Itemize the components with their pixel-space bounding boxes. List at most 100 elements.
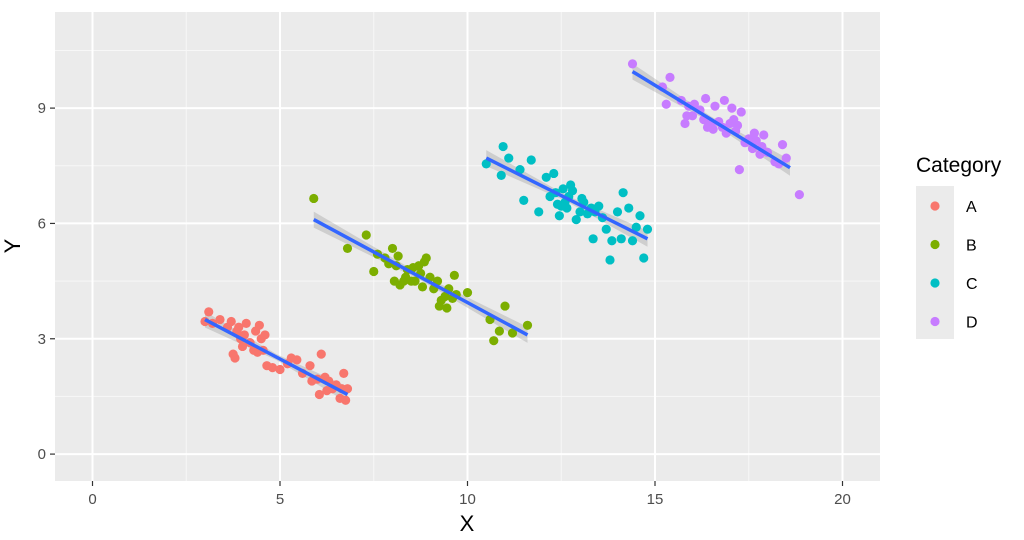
data-point-c [635,211,645,221]
data-point-c [567,186,578,196]
data-point-a [204,307,214,317]
y-tick-label: 3 [38,331,46,348]
legend-key-background [916,186,954,339]
data-point-d [751,136,761,146]
data-point-b [309,193,319,204]
data-point-d [781,153,791,163]
data-point-c [562,203,572,213]
data-point-c [618,188,628,198]
y-axis: 0 3 6 9 [38,100,55,463]
y-tick-label: 9 [38,100,46,117]
data-point-a [234,322,244,332]
data-point-d [687,111,698,121]
legend-items: A B C D [930,199,978,332]
data-point-a [275,364,285,375]
data-point-d [794,190,804,200]
data-point-c [605,255,615,265]
trend-lines [204,70,791,397]
data-point-c [616,234,626,244]
x-tick-label: 5 [276,491,284,508]
data-point-c [498,141,508,152]
data-point-b [410,276,420,286]
data-point-b [462,288,473,298]
data-point-b [500,301,510,311]
x-tick-label: 0 [88,491,96,508]
data-point-c [631,222,641,232]
data-point-a [314,389,324,400]
legend-label-b: B [966,238,977,255]
data-point-b [494,326,504,336]
legend-key-a [930,201,940,211]
data-point-d [727,103,737,113]
data-point-b [342,243,353,254]
data-point-c [496,170,506,180]
trend-line-a [204,317,349,397]
data-point-a [267,362,278,373]
data-point-c [601,224,611,234]
y-tick-label: 0 [38,446,46,463]
data-point-b [449,270,459,280]
data-point-a [316,349,326,359]
data-point-a [226,316,236,327]
data-point-d [661,99,671,109]
data-point-b [440,291,450,302]
data-point-b [489,336,499,346]
data-point-d [710,101,720,111]
data-point-d [732,120,743,131]
legend-label-d: D [966,315,978,332]
data-point-c [571,214,581,225]
legend-title: Category [916,154,1002,177]
data-point-c [554,211,564,221]
data-point-c [607,236,617,246]
data-point-d [701,93,711,104]
data-point-d [734,165,744,175]
data-point-d [627,59,638,69]
data-point-c [575,207,585,217]
data-point-a [215,314,225,325]
data-point-a [241,318,251,328]
data-point-d [665,72,675,82]
data-point-a [305,361,315,371]
data-point-a [237,341,248,352]
data-point-c [594,201,604,211]
data-point-a [230,353,240,363]
x-tick-label: 10 [459,491,476,508]
data-point-d [736,107,746,117]
data-point-c [504,153,514,163]
data-point-b [361,230,371,240]
data-point-b [393,251,403,261]
data-point-a [260,330,270,340]
data-point-c [612,207,623,217]
data-point-b [442,303,452,313]
data-point-c [549,168,559,179]
data-point-c [627,236,638,246]
data-point-b [522,320,533,330]
legend-key-b [930,239,940,250]
legend: Category A B C D [916,154,1002,339]
legend-label-c: C [966,276,978,293]
data-point-b [507,328,518,338]
data-point-a [341,395,351,405]
data-point-a [292,355,302,365]
data-point-c [534,207,544,217]
major-gridlines [55,12,880,481]
trend-line-d [631,70,791,170]
legend-key-c [930,278,940,288]
data-point-a [342,384,353,394]
data-point-b [387,243,398,254]
trend-line-c [485,156,649,241]
data-point-c [541,172,551,182]
trend-line-b [312,218,529,337]
data-point-d [708,124,718,134]
data-point-c [558,184,568,194]
x-axis: 0 5 10 15 20 [88,481,851,508]
x-tick-label: 20 [834,491,851,508]
data-point-d [759,130,769,140]
data-point-c [519,195,529,205]
data-point-b [417,282,428,292]
data-point-a [254,320,264,330]
data-point-b [369,266,379,277]
y-tick-label: 6 [38,215,46,232]
